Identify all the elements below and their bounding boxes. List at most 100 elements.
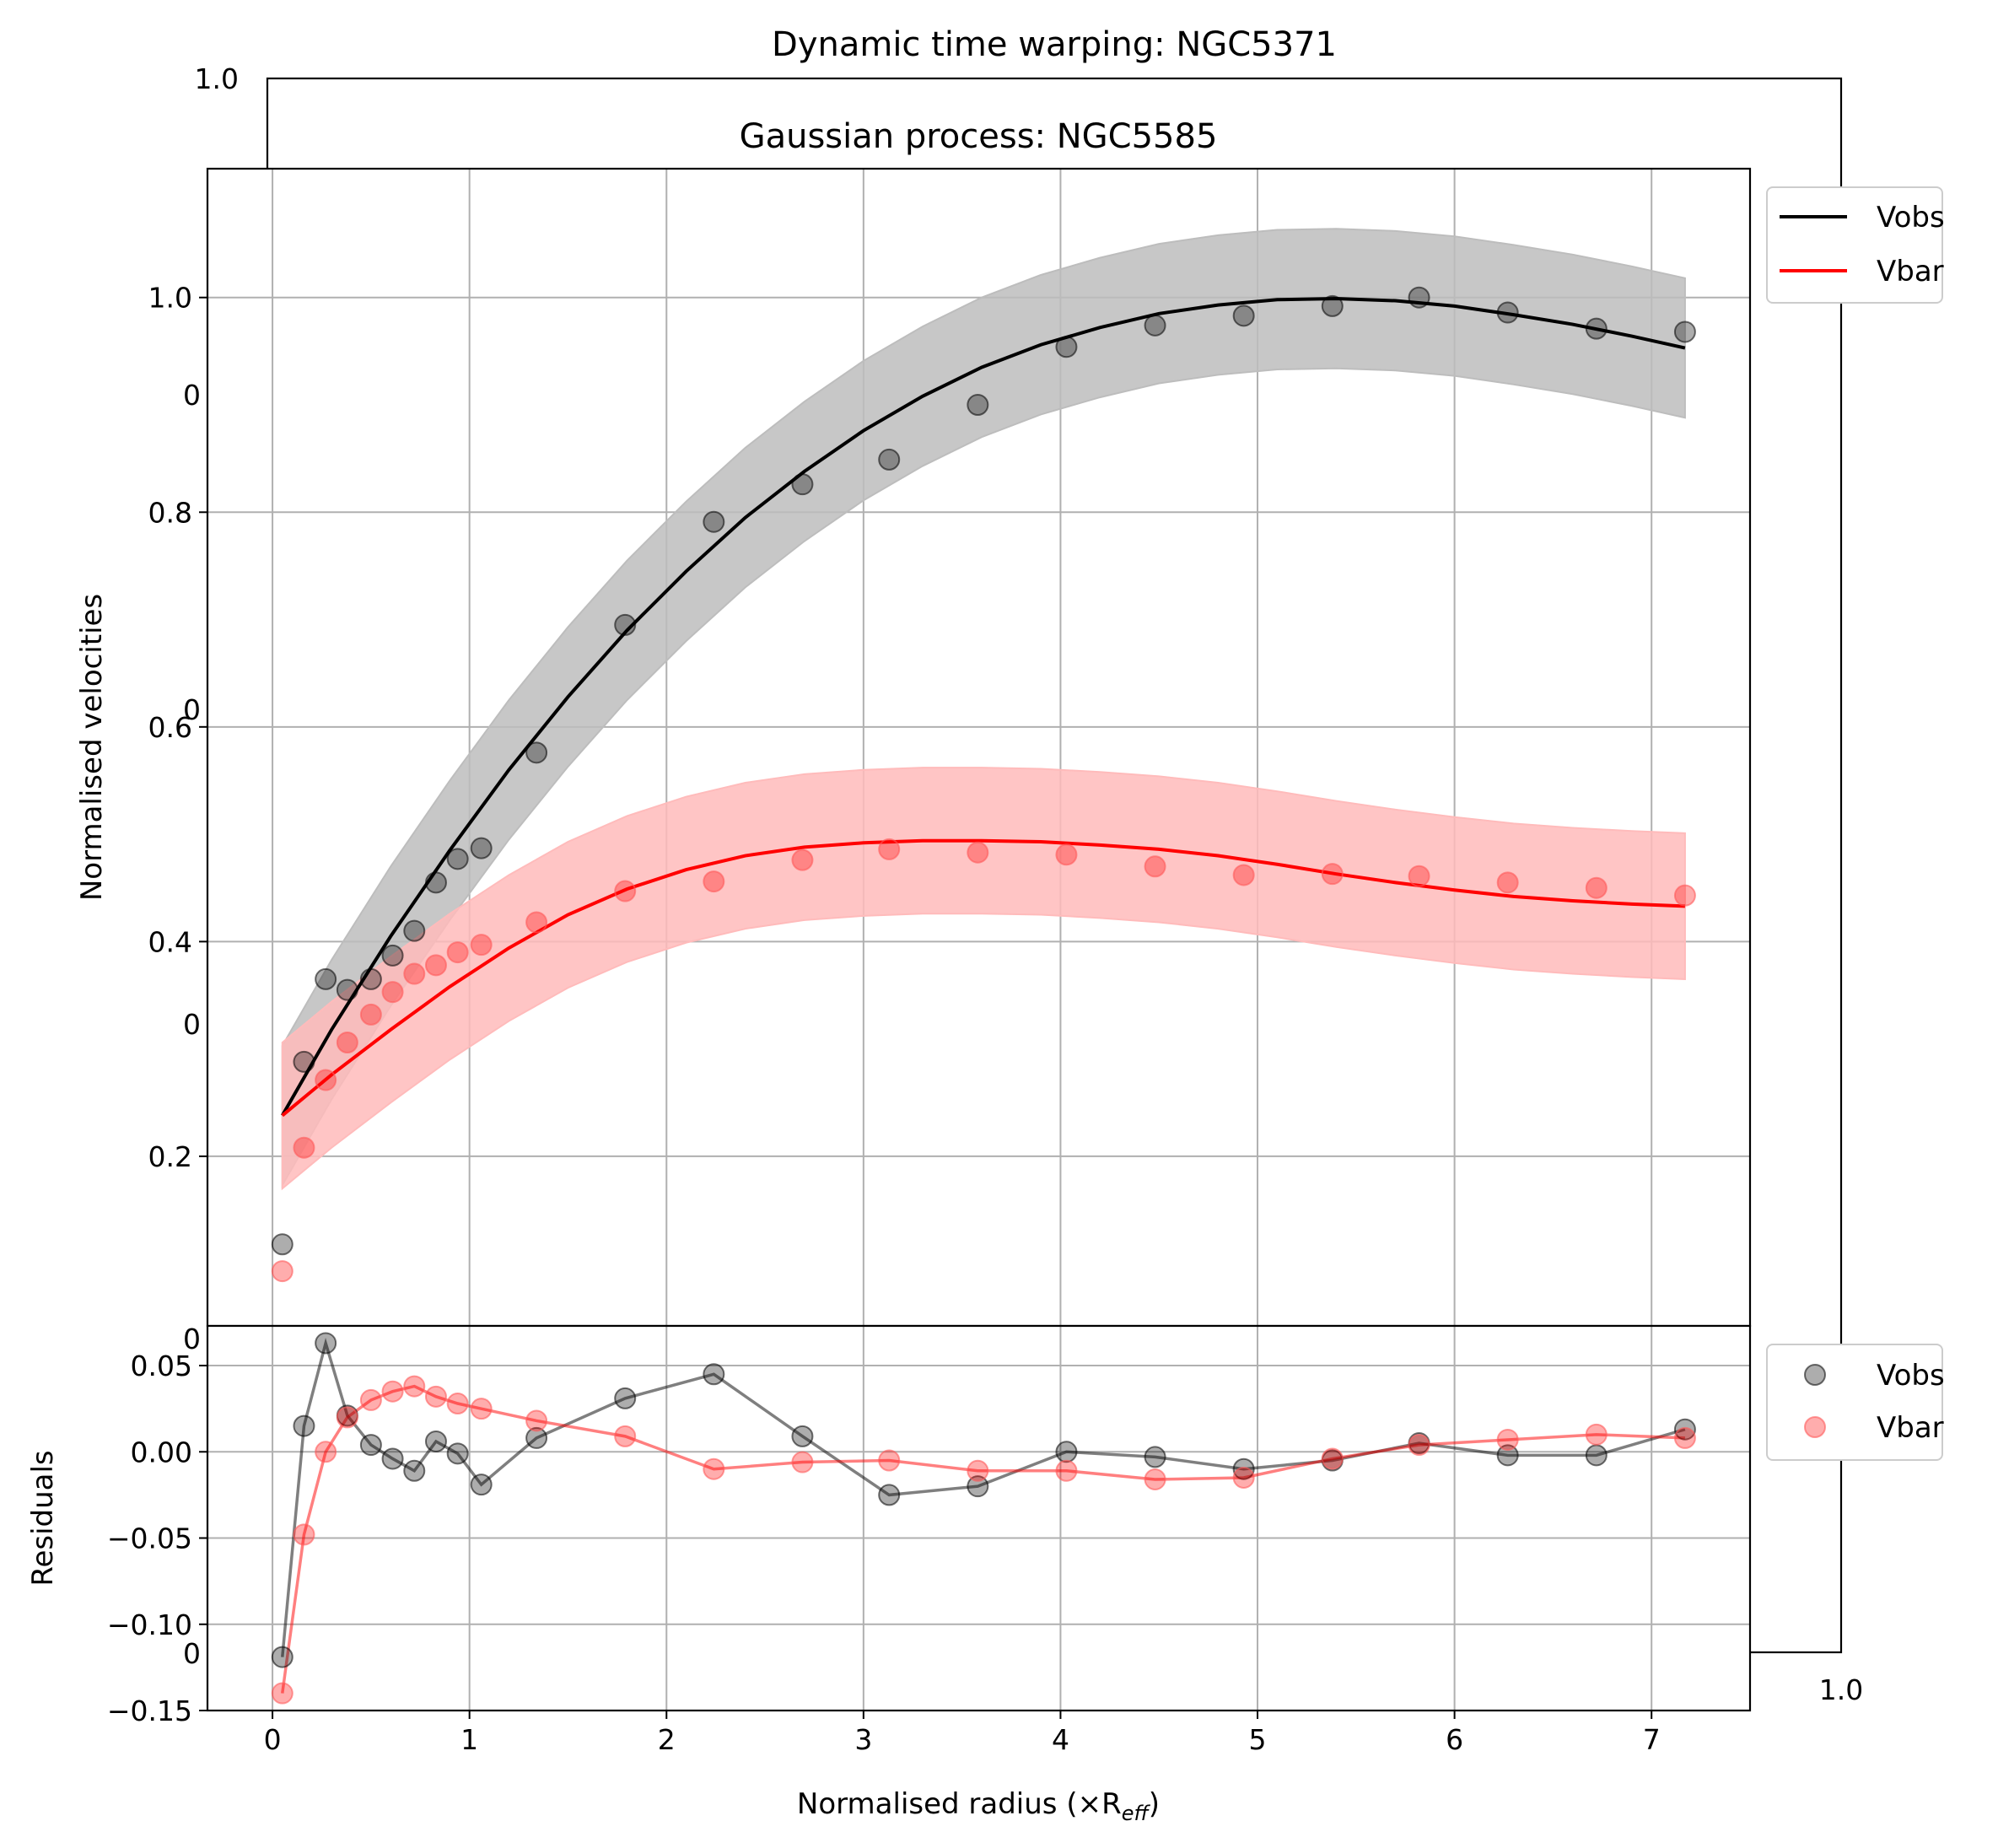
residuals-point-vobs xyxy=(315,1332,337,1355)
residuals-point-vobs xyxy=(271,1646,294,1668)
residuals-xtick-label: 5 xyxy=(1249,1723,1267,1756)
residuals-point-vobs xyxy=(791,1425,814,1447)
residuals-xtick-label: 7 xyxy=(1643,1723,1661,1756)
residuals-axes-frame xyxy=(206,1324,1752,1712)
residuals-legend-vobs-marker xyxy=(1804,1364,1826,1386)
residuals-point-vobs xyxy=(1232,1457,1255,1480)
residuals-ytick-label: −0.15 xyxy=(107,1694,192,1727)
dtw-ytick-clip-1: 0 xyxy=(183,379,201,412)
gp-point-vbar xyxy=(703,870,725,893)
dtw-ytick-clip-5: 0 xyxy=(183,1637,201,1670)
gp-point-vbar xyxy=(1585,876,1608,899)
residuals-point-vbar xyxy=(1055,1459,1078,1482)
gp-point-vbar xyxy=(424,954,447,977)
residuals-point-vbar xyxy=(878,1449,901,1472)
residuals-xtick-label: 3 xyxy=(854,1723,872,1756)
gp-point-vobs xyxy=(336,978,358,1001)
residuals-point-vbar xyxy=(470,1398,493,1420)
gp-point-vobs xyxy=(315,967,337,990)
gp-point-vobs xyxy=(525,741,548,764)
gp-legend: Vobs Vbar xyxy=(1766,186,1945,304)
residuals-ytick-label: −0.10 xyxy=(107,1608,192,1641)
gp-axes: 0.2 0.4 0.6 0.8 1.0 Gaussian process: NGC558… xyxy=(75,117,1945,1328)
gp-point-vbar xyxy=(1055,843,1078,866)
gp-point-vobs xyxy=(967,394,989,416)
residuals-point-vbar xyxy=(1585,1423,1608,1446)
residuals-xtick-label: 2 xyxy=(658,1723,676,1756)
gp-point-vbar xyxy=(403,962,426,985)
gp-point-vobs xyxy=(703,510,725,533)
gp-ytick-label: 0.2 xyxy=(148,1140,192,1173)
residuals-legend: Vobs Vbar xyxy=(1766,1344,1945,1461)
gp-point-vobs xyxy=(1144,314,1166,337)
residuals-point-vbar xyxy=(315,1441,337,1463)
gp-ylabel: Normalised velocities xyxy=(75,594,109,901)
residuals-legend-box xyxy=(1766,1344,1943,1461)
gp-point-vobs xyxy=(359,967,382,990)
residuals-ticks: 0 1 2 3 4 5 6 7 −0.15 −0.10 −0.05 0.00 0.05 xyxy=(107,1350,1661,1756)
gp-point-vobs xyxy=(878,448,901,471)
gp-point-vbar xyxy=(1673,884,1696,907)
residuals-legend-vbar-label: Vbar xyxy=(1877,1411,1944,1445)
gp-fit-lines xyxy=(281,296,1686,1118)
residuals-ytick-label: 0.00 xyxy=(131,1436,192,1468)
gp-point-vbar xyxy=(1321,863,1344,886)
gp-title: Gaussian process: NGC5585 xyxy=(740,117,1218,156)
gp-point-vbar xyxy=(446,941,469,964)
residuals-point-vbar xyxy=(791,1451,814,1474)
residuals-point-vbar xyxy=(293,1523,315,1546)
gp-fit-vbar xyxy=(281,838,1685,1118)
gp-point-vobs xyxy=(1321,294,1344,317)
gp-point-vobs xyxy=(1585,317,1608,340)
residuals-xtick-label: 6 xyxy=(1446,1723,1463,1756)
residuals-point-vbar xyxy=(424,1385,447,1408)
gp-point-vbar xyxy=(359,1003,382,1026)
gp-point-vbar xyxy=(470,934,493,956)
gp-point-vbar xyxy=(271,1260,294,1283)
gp-ticks: 0.2 0.4 0.6 0.8 1.0 xyxy=(148,282,207,1173)
residuals-point-vbar xyxy=(271,1682,294,1705)
residuals-point-vobs xyxy=(878,1484,901,1506)
residuals-point-vbar xyxy=(381,1380,404,1403)
residuals-point-vobs xyxy=(381,1447,404,1470)
gp-point-vobs xyxy=(791,473,814,496)
gp-point-vbar xyxy=(336,1032,358,1053)
residuals-point-vbar xyxy=(403,1375,426,1398)
gp-ytick-label: 0.8 xyxy=(148,496,192,529)
gp-ytick-label: 0.6 xyxy=(148,711,192,744)
residuals-point-vobs xyxy=(424,1430,447,1453)
gp-legend-vbar-label: Vbar xyxy=(1877,255,1944,288)
residuals-point-vobs xyxy=(525,1426,548,1449)
residuals-legend-vobs-label: Vobs xyxy=(1877,1359,1945,1393)
gp-point-vobs xyxy=(403,919,426,942)
residuals-point-vobs xyxy=(403,1459,426,1482)
residuals-ylabel: Residuals xyxy=(26,1450,60,1586)
residuals-line-vbar xyxy=(281,1384,1685,1694)
residuals-point-vbar xyxy=(967,1459,989,1482)
gp-fit-vobs xyxy=(281,296,1686,1117)
residuals-points xyxy=(271,1332,1696,1705)
residuals-point-vbar xyxy=(359,1388,382,1411)
residuals-point-vobs xyxy=(1673,1418,1696,1441)
residuals-xtick-label: 0 xyxy=(264,1723,282,1756)
dtw-title: Dynamic time warping: NGC5371 xyxy=(772,25,1337,64)
residuals-point-vbar xyxy=(1321,1447,1344,1470)
gp-point-vbar xyxy=(293,1136,315,1159)
residuals-point-vbar xyxy=(1673,1426,1696,1449)
residuals-point-vobs xyxy=(703,1363,725,1386)
gp-point-vobs xyxy=(1055,336,1078,358)
residuals-point-vbar xyxy=(703,1457,725,1480)
residuals-point-vobs xyxy=(1144,1446,1166,1468)
residuals-axes: 0 1 2 3 4 5 6 7 −0.15 −0.10 −0.05 0.00 0.05 Residual… xyxy=(26,1324,1945,1825)
residuals-point-vbar xyxy=(1232,1466,1255,1489)
residuals-point-vobs xyxy=(470,1474,493,1496)
residuals-axes-background xyxy=(207,1326,1750,1711)
residuals-point-vbar xyxy=(525,1409,548,1432)
dtw-ytick-top: 1.0 xyxy=(195,62,239,95)
gp-point-vbar xyxy=(1496,871,1519,894)
gp-point-vobs xyxy=(1232,304,1255,327)
residuals-xlabel: Normalised radius (×Reff) xyxy=(797,1787,1160,1825)
gp-point-vbar xyxy=(614,880,637,902)
gp-point-vobs xyxy=(293,1050,315,1073)
